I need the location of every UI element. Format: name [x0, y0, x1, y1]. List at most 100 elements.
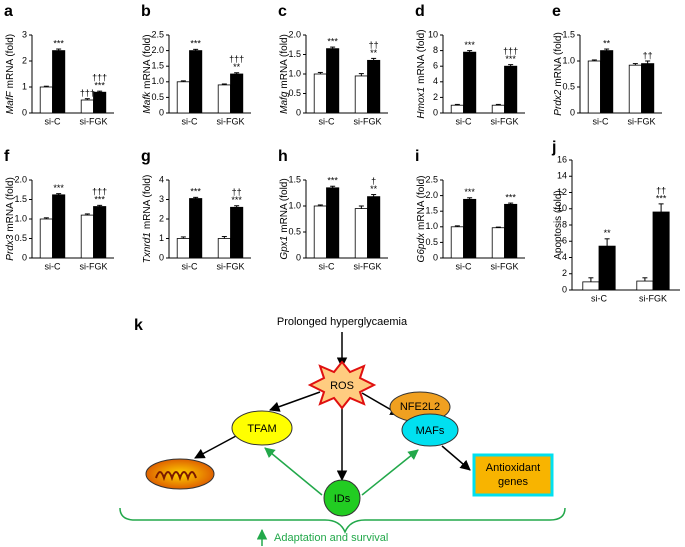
- nfe2l2-label: NFE2L2: [400, 401, 440, 413]
- significance: †††: [229, 54, 244, 64]
- bar: [598, 245, 616, 291]
- gene-name: Prdx3: [5, 234, 16, 261]
- x-tick-label: si-C: [456, 116, 472, 126]
- y-axis-label: Gpx1 mRNA (fold): [279, 178, 290, 259]
- x-tick-label: si-FGK: [354, 261, 382, 271]
- antioxidant-label: Antioxidant: [486, 462, 540, 474]
- x-tick-label: si-C: [45, 116, 61, 126]
- significance: ***: [464, 187, 475, 197]
- significance: †††: [80, 88, 95, 98]
- y-tick-label: 0: [22, 252, 27, 262]
- y-tick-label: 0.5: [288, 226, 301, 236]
- bar: [217, 238, 231, 259]
- y-tick-label: 1.5: [288, 174, 301, 184]
- gene-name: Hmox1: [416, 87, 427, 119]
- tfam-label: TFAM: [247, 423, 276, 435]
- mafs-node: [401, 413, 459, 447]
- y-tick-label: 6: [433, 61, 438, 71]
- y-tick-label: 1: [159, 233, 164, 243]
- y-axis-label: Apoptosis (fold): [553, 190, 564, 259]
- y-tick-label: 14: [557, 171, 567, 181]
- x-tick-label: si-FGK: [639, 293, 667, 303]
- panel-letter: i: [415, 148, 419, 165]
- bar: [463, 198, 477, 259]
- significance: ***: [656, 193, 667, 203]
- significance: †††: [92, 187, 107, 197]
- bar: [52, 194, 66, 259]
- x-tick-label: si-C: [319, 261, 335, 271]
- bar: [230, 73, 244, 114]
- significance: †††: [92, 73, 107, 83]
- significance: **: [604, 228, 612, 238]
- bar: [313, 205, 327, 259]
- bar: [39, 86, 53, 114]
- y-tick-label: 0: [562, 284, 567, 294]
- panel-letter: g: [141, 148, 151, 165]
- green-arrow: [361, 449, 419, 496]
- bar: [600, 50, 614, 114]
- y-tick-label: 4: [562, 252, 567, 262]
- bar: [367, 59, 381, 114]
- significance: ***: [505, 192, 516, 202]
- y-tick-label: 0.5: [151, 92, 164, 102]
- y-tick-label: 1.0: [288, 200, 301, 210]
- y-axis-label: Hmox1 mRNA (fold): [416, 29, 427, 118]
- y-label-text: mRNA (fold): [416, 176, 427, 230]
- y-tick-label: 3: [159, 194, 164, 204]
- significance: ***: [94, 195, 105, 205]
- y-tick-label: 1.0: [14, 213, 27, 223]
- y-tick-label: 0: [159, 107, 164, 117]
- significance: ***: [53, 183, 64, 193]
- bar: [230, 206, 244, 259]
- bar: [491, 227, 505, 259]
- gene-name: G6pdx: [416, 232, 427, 262]
- y-tick-label: 0: [296, 252, 301, 262]
- y-tick-label: 6: [562, 236, 567, 246]
- bar: [491, 104, 505, 114]
- antioxidant-label: genes: [498, 476, 528, 488]
- significance: ††: [643, 50, 653, 60]
- bar: [326, 187, 340, 259]
- ids-node: [323, 479, 361, 517]
- y-axis-label: Prdx2 mRNA (fold): [553, 32, 564, 116]
- y-tick-label: 0.5: [425, 237, 438, 247]
- ros-label: ROS: [330, 380, 354, 392]
- bar: [176, 81, 190, 114]
- y-axis-label: Txnrd1 mRNA (fold): [142, 175, 153, 264]
- y-tick-label: 2.0: [425, 190, 438, 200]
- arrow: [269, 391, 321, 412]
- bar: [463, 51, 477, 114]
- significance: ***: [505, 54, 516, 64]
- y-tick-label: 2.0: [14, 174, 27, 184]
- x-tick-label: si-FGK: [80, 261, 108, 271]
- y-tick-label: 4: [433, 76, 438, 86]
- panel-letter: e: [552, 3, 561, 20]
- bar: [641, 63, 655, 114]
- significance: **: [233, 62, 241, 72]
- y-tick-label: 0: [570, 107, 575, 117]
- x-tick-label: si-C: [593, 116, 609, 126]
- bar: [189, 198, 203, 259]
- bar: [326, 48, 340, 114]
- gene-name: Prdx2: [553, 89, 564, 116]
- y-tick-label: 12: [557, 187, 567, 197]
- x-tick-label: si-FGK: [354, 116, 382, 126]
- panel-letter: a: [4, 3, 13, 20]
- y-tick-label: 2.5: [151, 29, 164, 39]
- y-tick-label: 1.5: [562, 29, 575, 39]
- gene-name: Mafg: [279, 91, 290, 114]
- y-axis-label: MafF mRNA (fold): [5, 34, 16, 114]
- y-label-text: mRNA (fold): [553, 32, 564, 86]
- y-label-text: mRNA (fold): [5, 177, 16, 231]
- bar: [176, 238, 190, 259]
- y-tick-label: 2: [562, 268, 567, 278]
- significance: †: [371, 176, 376, 186]
- mitochondrion: [145, 458, 215, 490]
- y-tick-label: 0.5: [14, 233, 27, 243]
- y-axis-label: Mafg mRNA (fold): [279, 34, 290, 114]
- diagram-top: Prolonged hyperglycaemia: [277, 316, 408, 328]
- bar: [504, 65, 518, 114]
- y-label-text: mRNA (fold): [416, 29, 427, 83]
- bar: [367, 196, 381, 259]
- bar: [80, 99, 94, 114]
